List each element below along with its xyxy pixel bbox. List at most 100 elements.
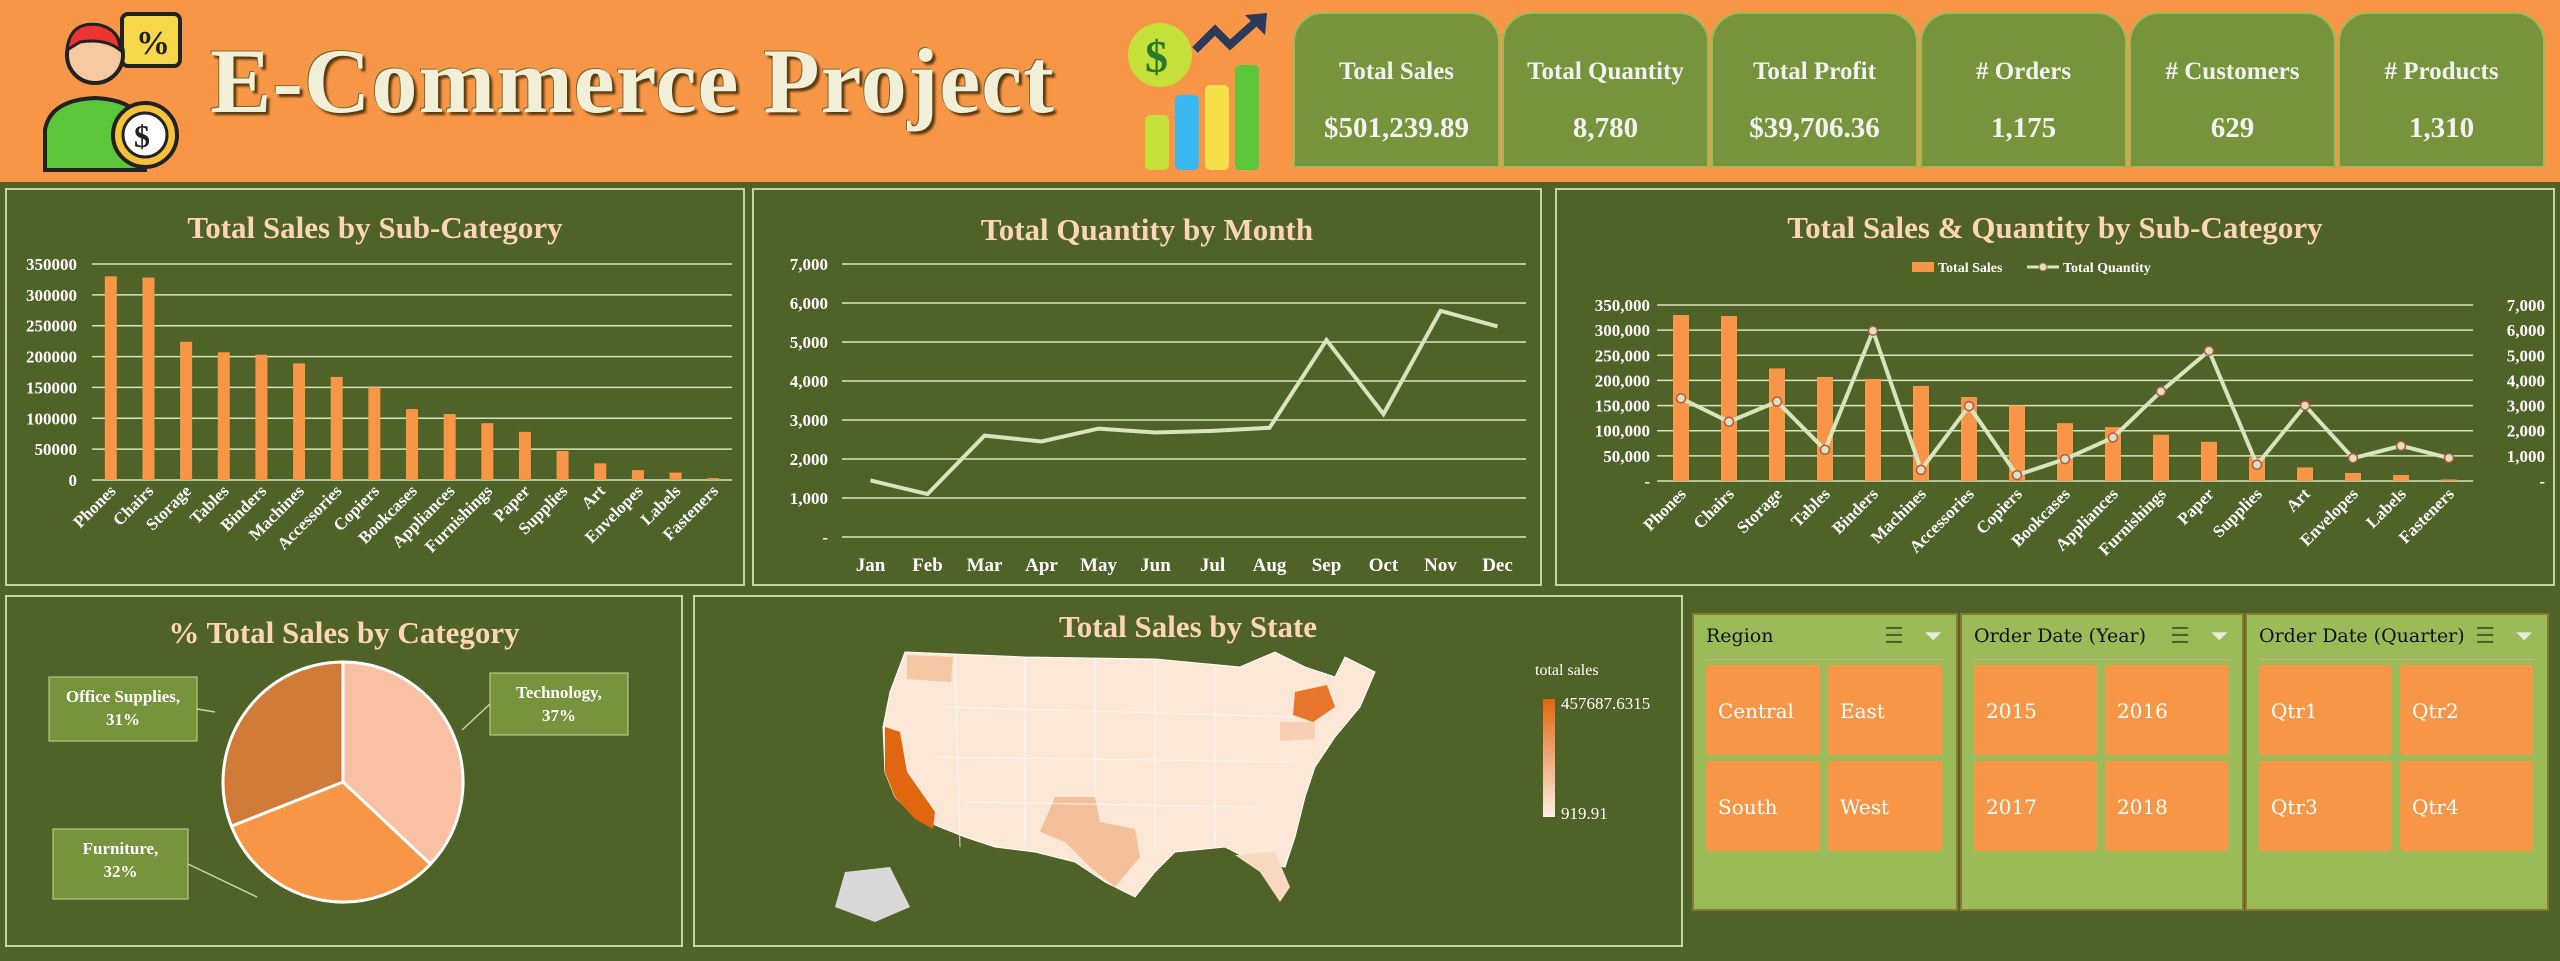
kpi-value: 1,175 (1990, 112, 2057, 144)
state-alaska (835, 867, 910, 922)
y-tick-label: 7,000 (790, 255, 828, 274)
svg-text:$: $ (1145, 31, 1168, 82)
quantity-point (2059, 453, 2071, 465)
slicer-item[interactable]: South (1706, 761, 1820, 851)
slicer-item[interactable]: Qtr3 (2259, 761, 2392, 851)
slicer-item[interactable]: East (1828, 665, 1942, 755)
x-tick-label: Storage (1733, 484, 1786, 537)
y-tick-label: 200,000 (1595, 371, 1650, 390)
x-tick-label: Phones (69, 481, 119, 531)
kpi-card: Total Quantity 8,780 (1502, 12, 1709, 168)
bar (481, 423, 494, 480)
y2-tick-label: 5,000 (2507, 346, 2545, 365)
legend-max: 457687.6315 (1561, 694, 1650, 713)
slicer-item[interactable]: 2018 (2105, 761, 2228, 851)
bar (2057, 423, 2073, 481)
slicer-title: Region (1706, 625, 1774, 647)
y-tick-label: - (822, 528, 828, 547)
quantity-point (2011, 469, 2023, 481)
legend-bar-swatch (1912, 262, 1934, 272)
slicer-title: Order Date (Quarter) (2259, 625, 2465, 647)
sales-by-category-pie: Technology, 37% Furniture, 32% Office Suppli… (48, 660, 629, 904)
clear-filter-icon[interactable]: ⏷ (1924, 623, 1942, 648)
bar (1961, 397, 1977, 481)
slicer-item[interactable]: Qtr1 (2259, 665, 2392, 755)
kpi-label: # Products (2384, 58, 2499, 85)
quantity-point (1675, 393, 1687, 404)
quantity-point (1867, 325, 1879, 337)
quantity-point (1963, 400, 1975, 412)
svg-text:%: % (136, 25, 170, 62)
bar (104, 276, 117, 480)
x-tick-label: Tables (1787, 484, 1834, 531)
y-tick-label: 350000 (26, 255, 77, 274)
bar (556, 450, 569, 480)
bar (1769, 368, 1785, 481)
y2-tick-label: 1,000 (2507, 447, 2545, 466)
y-tick-label: 6,000 (790, 294, 828, 313)
state-florida (1235, 852, 1290, 902)
x-tick-label: Aug (1253, 555, 1287, 576)
kpi-label: Total Profit (1753, 58, 1876, 85)
quantity-by-month-chart: - 1,000 2,000 3,000 4,000 5,000 6,000 7,000 Jan F… (790, 255, 1526, 576)
kpi-card: Total Profit $39,706.36 (1711, 12, 1918, 168)
slicer-item[interactable]: 2016 (2105, 665, 2228, 755)
kpi-label: Total Sales (1338, 58, 1455, 85)
bar (2153, 434, 2169, 481)
bar (180, 341, 193, 480)
dashboard-title: E-Commerce Project (210, 30, 1055, 132)
slicer-item[interactable]: Qtr2 (2400, 665, 2533, 755)
kpi-value: $501,239.89 (1324, 112, 1469, 144)
slicer-item[interactable]: 2015 (1974, 665, 2097, 755)
y-tick-label: 200000 (26, 348, 77, 367)
y-tick-label: 5,000 (790, 333, 828, 352)
data-label-box (52, 828, 189, 900)
state-new-york (1293, 685, 1335, 722)
x-tick-label: Mar (967, 555, 1003, 576)
state-washington (907, 655, 953, 682)
quantity-by-month-panel: Total Quantity by Month - 1,000 2,000 3,000… (752, 188, 1542, 586)
y-tick-label: 2,000 (790, 450, 828, 469)
data-label-name: Technology, (516, 683, 602, 702)
y-tick-label: 250000 (26, 317, 77, 336)
kpi-card: # Orders 1,175 (1920, 12, 2127, 168)
chart-title: Total Sales & Quantity by Sub-Category (1787, 210, 2323, 245)
slicer-item[interactable]: 2017 (1974, 761, 2097, 851)
bar (2345, 472, 2361, 481)
bar (2201, 441, 2217, 481)
y2-tick-label: 6,000 (2507, 321, 2545, 340)
quantity-point (2155, 386, 2167, 397)
x-tick-label: Paper (2174, 484, 2218, 528)
quantity-point (2107, 432, 2119, 443)
quantity-point (2203, 345, 2215, 357)
sales-quantity-panel: Total Sales & Quantity by Sub-Category T… (1555, 188, 2555, 586)
x-tick-label: Jan (856, 555, 886, 576)
multi-select-icon[interactable]: ☰ (2475, 623, 2495, 648)
x-tick-label: Art (2282, 484, 2314, 516)
slicer-item[interactable]: Central (1706, 665, 1820, 755)
y-tick-label: 50,000 (1603, 447, 1650, 466)
slicer-region: Region ☰ ⏷ Central East South West (1692, 613, 1958, 911)
x-tick-label: Feb (912, 555, 943, 576)
clear-filter-icon[interactable]: ⏷ (2515, 623, 2533, 648)
kpi-card: # Customers 629 (2129, 12, 2336, 168)
growth-chart-icon: $ (1128, 13, 1267, 170)
multi-select-icon[interactable]: ☰ (1884, 623, 1904, 648)
chart-title: Total Sales by State (1058, 609, 1318, 644)
quantity-point (1819, 444, 1831, 456)
bar (669, 472, 682, 480)
bar (2009, 405, 2025, 481)
quantity-point (2299, 400, 2311, 411)
slicer-item[interactable]: Qtr4 (2400, 761, 2533, 851)
quantity-point (2347, 452, 2359, 464)
legend-gradient (1543, 699, 1555, 817)
clear-filter-icon[interactable]: ⏷ (2210, 623, 2228, 648)
data-label-name: Furniture, (83, 839, 159, 858)
y-tick-label: 300000 (26, 286, 77, 305)
bar (406, 409, 418, 480)
slicer-item[interactable]: West (1828, 761, 1942, 851)
bar (142, 277, 155, 480)
y2-tick-label: 7,000 (2507, 296, 2545, 315)
kpi-card: Total Sales $501,239.89 (1293, 12, 1500, 168)
multi-select-icon[interactable]: ☰ (2170, 623, 2190, 648)
